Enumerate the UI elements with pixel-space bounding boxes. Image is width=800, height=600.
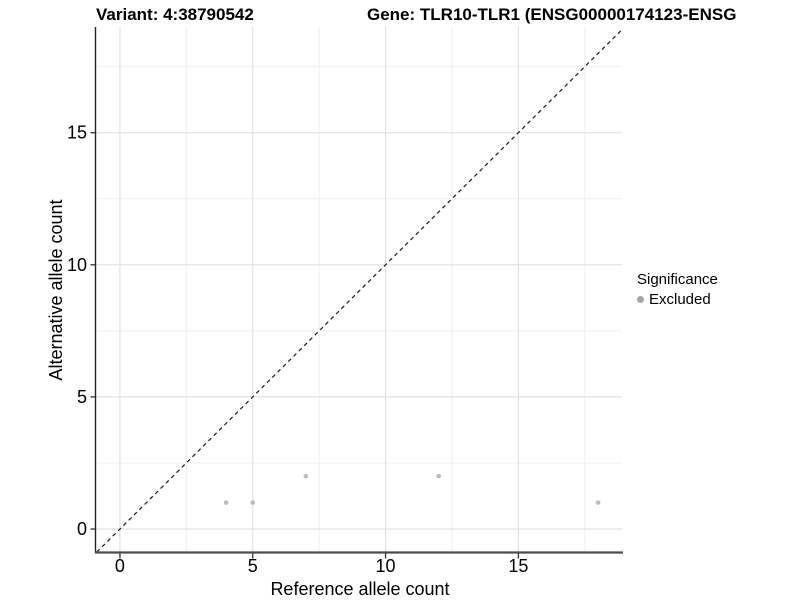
data-point [250,500,256,505]
x-tick-label: 0 [115,556,125,576]
y-axis-title: Alternative allele count [46,199,66,381]
data-point [223,500,229,505]
x-tick-label: 15 [508,556,528,576]
y-tick-label: 5 [77,387,87,407]
y-tick-label: 0 [77,519,87,539]
legend-item-excluded: Excluded [637,291,718,308]
x-tick-label: 10 [376,556,396,576]
x-axis-title: Reference allele count [270,579,450,599]
excluded-point-icon [637,296,644,303]
identity-dashed-line [96,29,623,553]
y-tick-label: 15 [67,123,87,143]
data-point [595,500,601,505]
y-tick-label: 10 [67,255,87,275]
gene-title: Gene: TLR10-TLR1 (ENSG00000174123-ENSG [367,5,737,24]
legend: Significance Excluded [637,271,718,308]
x-tick-label: 5 [248,556,258,576]
legend-title: Significance [637,271,718,288]
variant-title: Variant: 4:38790542 [96,5,254,24]
legend-item-label: Excluded [649,291,711,308]
data-point [303,473,309,479]
data-point [436,473,441,479]
